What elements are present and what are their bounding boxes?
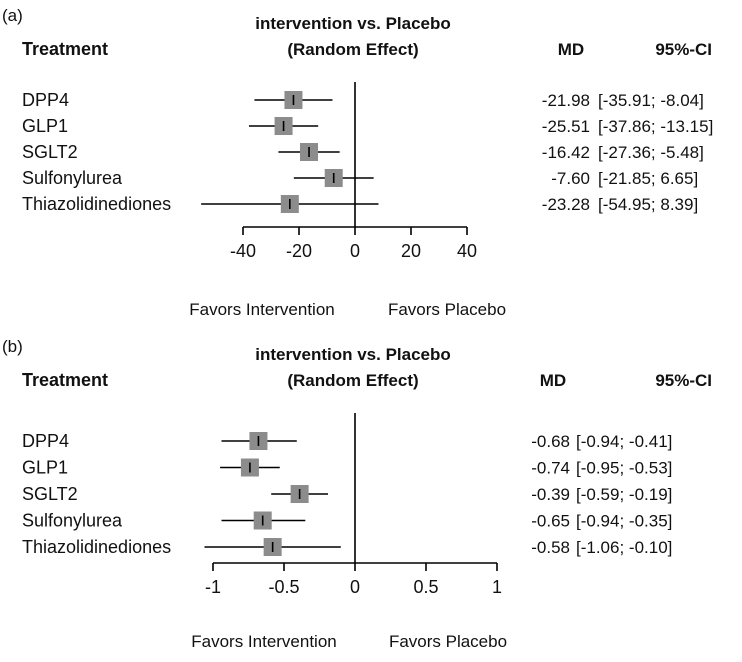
ci-value: [-35.91; -8.04] — [598, 91, 704, 110]
md-value: -7.60 — [551, 169, 590, 188]
chart-subtitle: (Random Effect) — [287, 40, 418, 59]
ci-value: [-54.95; 8.39] — [598, 195, 698, 214]
forest-plot-b-svg: (b) intervention vs. Placebo (Random Effec… — [2, 337, 712, 651]
x-tick-label: 0 — [350, 577, 360, 597]
x-tick-label: -40 — [230, 241, 256, 261]
treatment-header: Treatment — [22, 39, 108, 59]
ci-value: [-0.95; -0.53] — [576, 459, 672, 478]
favors-left-label: Favors Intervention — [191, 632, 337, 651]
ci-value: [-0.59; -0.19] — [576, 485, 672, 504]
x-tick-label: -20 — [286, 241, 312, 261]
md-header: MD — [540, 371, 566, 390]
md-value: -25.51 — [542, 117, 590, 136]
chart-title: intervention vs. Placebo — [255, 345, 451, 364]
x-tick-label: 40 — [457, 241, 477, 261]
forest-plot-a-svg: (a) intervention vs. Placebo (Random Effec… — [2, 6, 713, 319]
treatment-header: Treatment — [22, 370, 108, 390]
row-label: Thiazolidinediones — [22, 537, 171, 557]
md-value: -0.65 — [531, 512, 570, 531]
x-tick-label: 20 — [401, 241, 421, 261]
x-tick-label: 1 — [492, 577, 502, 597]
ci-header: 95%-CI — [655, 40, 712, 59]
md-value: -0.58 — [531, 538, 570, 557]
x-tick-label: -1 — [205, 577, 221, 597]
x-tick-label: 0.5 — [413, 577, 438, 597]
chart-subtitle: (Random Effect) — [287, 371, 418, 390]
ci-value: [-21.85; 6.65] — [598, 169, 698, 188]
md-value: -23.28 — [542, 195, 590, 214]
x-tick-label: 0 — [350, 241, 360, 261]
row-label: Sulfonylurea — [22, 168, 123, 188]
row-label: GLP1 — [22, 116, 68, 136]
x-tick-label: -0.5 — [268, 577, 299, 597]
row-label: Thiazolidinediones — [22, 194, 171, 214]
md-value: -21.98 — [542, 91, 590, 110]
md-value: -0.39 — [531, 485, 570, 504]
panel-label: (a) — [2, 6, 23, 25]
row-label: SGLT2 — [22, 484, 78, 504]
ci-value: [-27.36; -5.48] — [598, 143, 704, 162]
panel-label: (b) — [2, 337, 23, 356]
row-label: Sulfonylurea — [22, 511, 123, 531]
md-value: -16.42 — [542, 143, 590, 162]
row-label: DPP4 — [22, 90, 69, 110]
chart-title: intervention vs. Placebo — [255, 14, 451, 33]
md-value: -0.74 — [531, 459, 570, 478]
ci-value: [-1.06; -0.10] — [576, 538, 672, 557]
row-label: DPP4 — [22, 431, 69, 451]
forest-plot-b: (b) intervention vs. Placebo (Random Effec… — [0, 331, 742, 662]
ci-header: 95%-CI — [655, 371, 712, 390]
ci-value: [-37.86; -13.15] — [598, 117, 713, 136]
forest-plot-a: (a) intervention vs. Placebo (Random Effec… — [2, 6, 713, 319]
favors-right-label: Favors Placebo — [389, 632, 507, 651]
row-label: GLP1 — [22, 458, 68, 478]
ci-value: [-0.94; -0.41] — [576, 432, 672, 451]
md-header: MD — [558, 40, 584, 59]
ci-value: [-0.94; -0.35] — [576, 512, 672, 531]
md-value: -0.68 — [531, 432, 570, 451]
favors-right-label: Favors Placebo — [388, 300, 506, 319]
favors-left-label: Favors Intervention — [189, 300, 335, 319]
row-label: SGLT2 — [22, 142, 78, 162]
